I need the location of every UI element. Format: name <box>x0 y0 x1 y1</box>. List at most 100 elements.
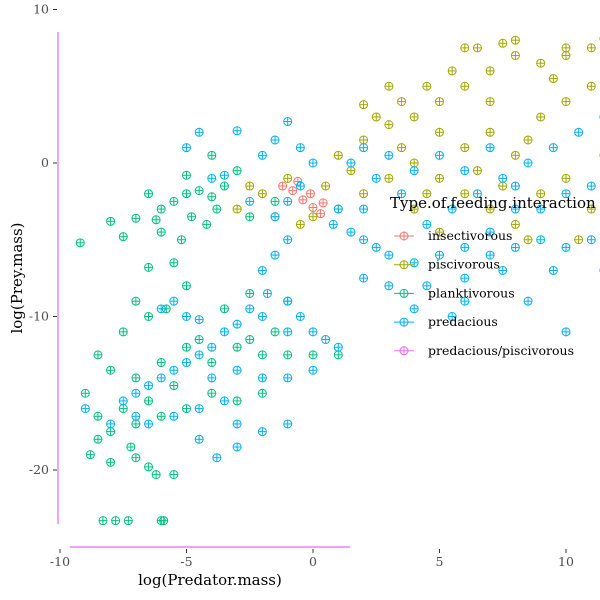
data-point <box>574 127 584 137</box>
data-point <box>561 327 571 337</box>
data-point <box>270 212 280 222</box>
data-point <box>283 327 293 337</box>
y-axis-title: log(Prey.mass) <box>8 222 26 333</box>
data-point <box>485 143 495 153</box>
data-point <box>283 350 293 360</box>
data-point <box>106 365 116 375</box>
data-point <box>460 189 470 199</box>
data-point <box>257 373 267 383</box>
data-point <box>156 373 166 383</box>
data-point <box>257 350 267 360</box>
data-point <box>409 204 419 214</box>
data-point <box>523 296 533 306</box>
data-point <box>182 143 191 153</box>
legend-label: insectivorous <box>428 228 512 243</box>
data-point <box>169 296 179 306</box>
data-point <box>346 158 356 168</box>
axes-layer: 10 0 -10 -20 -10 -5 0 5 10 <box>29 2 574 570</box>
data-point <box>232 342 242 352</box>
data-point <box>574 235 584 245</box>
data-point <box>447 204 457 214</box>
data-point <box>498 181 508 191</box>
data-point <box>194 186 204 196</box>
x-tick-label: 5 <box>436 554 444 569</box>
data-point <box>548 265 558 275</box>
data-point <box>333 350 343 360</box>
data-point <box>262 288 272 298</box>
x-tick-label: -5 <box>180 554 192 569</box>
data-point <box>202 219 212 229</box>
data-point <box>131 388 141 398</box>
data-point <box>182 312 191 321</box>
data-point <box>316 209 326 219</box>
legend-label: predacious <box>428 314 498 329</box>
data-point <box>435 127 444 137</box>
data-point <box>397 97 407 107</box>
data-point <box>194 315 204 325</box>
data-point <box>460 273 470 283</box>
data-point <box>156 227 166 237</box>
legend-key <box>394 317 414 327</box>
legend: Type.of.feeding.interaction insectivorou… <box>390 194 596 358</box>
data-point <box>308 158 318 168</box>
legend-key <box>394 231 414 241</box>
data-point <box>219 304 229 314</box>
data-point <box>536 204 546 214</box>
legend-item: planktivorous <box>394 285 515 300</box>
data-point <box>169 470 179 480</box>
data-point <box>422 189 432 199</box>
data-point <box>278 181 288 191</box>
data-point <box>118 404 128 414</box>
data-point <box>232 204 242 214</box>
data-point <box>435 150 444 160</box>
data-point <box>435 173 444 183</box>
legend-item: piscivorous <box>394 257 500 272</box>
y-tick-label: 10 <box>33 2 49 17</box>
data-point <box>156 411 166 421</box>
data-point <box>144 462 154 472</box>
data-point <box>485 250 495 260</box>
data-point <box>371 173 381 183</box>
data-point <box>397 143 407 153</box>
data-point <box>207 192 217 202</box>
data-point <box>207 358 217 368</box>
data-point <box>245 212 255 222</box>
data-point <box>295 181 305 191</box>
data-point <box>384 120 394 130</box>
data-point <box>144 419 154 429</box>
data-point <box>510 204 520 214</box>
data-point <box>586 81 596 91</box>
data-point <box>118 232 128 242</box>
data-point <box>283 196 293 206</box>
data-point <box>359 143 369 153</box>
data-point <box>85 450 95 460</box>
data-point <box>472 166 482 176</box>
legend-title: Type.of.feeding.interaction <box>390 194 596 212</box>
data-point <box>270 196 280 206</box>
data-point <box>371 242 381 252</box>
data-point <box>510 242 520 252</box>
data-point <box>384 173 394 183</box>
data-point <box>257 312 267 321</box>
data-point <box>144 262 154 272</box>
legend-key <box>394 260 414 270</box>
data-point <box>460 43 470 53</box>
data-point <box>126 442 136 452</box>
data-point <box>219 396 229 406</box>
data-point <box>346 227 356 237</box>
data-point <box>523 135 533 145</box>
data-point <box>510 51 520 61</box>
data-point <box>93 434 103 444</box>
data-point <box>321 181 331 191</box>
data-point <box>561 173 571 183</box>
data-point <box>308 350 318 360</box>
data-point <box>182 342 191 352</box>
data-point <box>118 327 128 337</box>
data-point <box>283 173 293 183</box>
data-point <box>333 204 343 214</box>
data-point <box>93 411 103 421</box>
data-point <box>182 281 191 291</box>
data-point <box>123 516 133 526</box>
data-point <box>257 388 267 398</box>
data-point <box>298 195 308 205</box>
